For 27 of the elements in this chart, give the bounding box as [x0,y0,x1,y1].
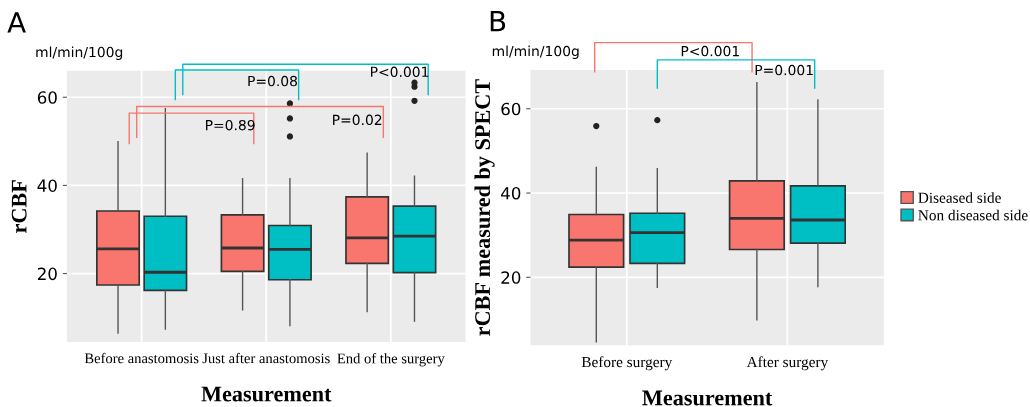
y-axis-title: rCBF [11,180,27,233]
x-tick-label: After surgery [746,356,829,371]
legend-label: Non diseased side [918,209,1028,221]
annotation: P=0.08 [248,75,297,87]
text: ml/min/100g [36,46,123,60]
y-tick-label: 60 [37,91,57,104]
annotation: P=0.89 [206,119,255,131]
y-axis-title: rCBF measured by SPECT [474,79,495,336]
x-tick-label: Before anastomosis [84,352,199,364]
text: ml/min/100g [492,45,579,59]
x-axis-title: Measurement [642,390,773,406]
y-tick-label: 20 [37,267,57,281]
y-tick-label: 20 [501,271,521,284]
x-axis-title: Measurement [201,386,332,402]
chart-title: A [7,12,26,33]
annotation: P=0.02 [333,114,382,126]
x-tick-label: Before surgery [581,356,673,371]
y-tick-label: 40 [501,187,521,200]
text: P<0.001 [681,45,739,57]
annotation: P=0.001 [755,64,813,76]
legend-label: Diseased side [918,192,1001,203]
chart-title: B [490,10,506,32]
annotation: P<0.001 [371,66,429,78]
y-tick-label: 60 [501,102,521,116]
x-tick-label: Just after anastomosis [202,352,330,364]
x-tick-label: End of the surgery [337,352,445,367]
y-tick-label: 40 [37,179,57,192]
